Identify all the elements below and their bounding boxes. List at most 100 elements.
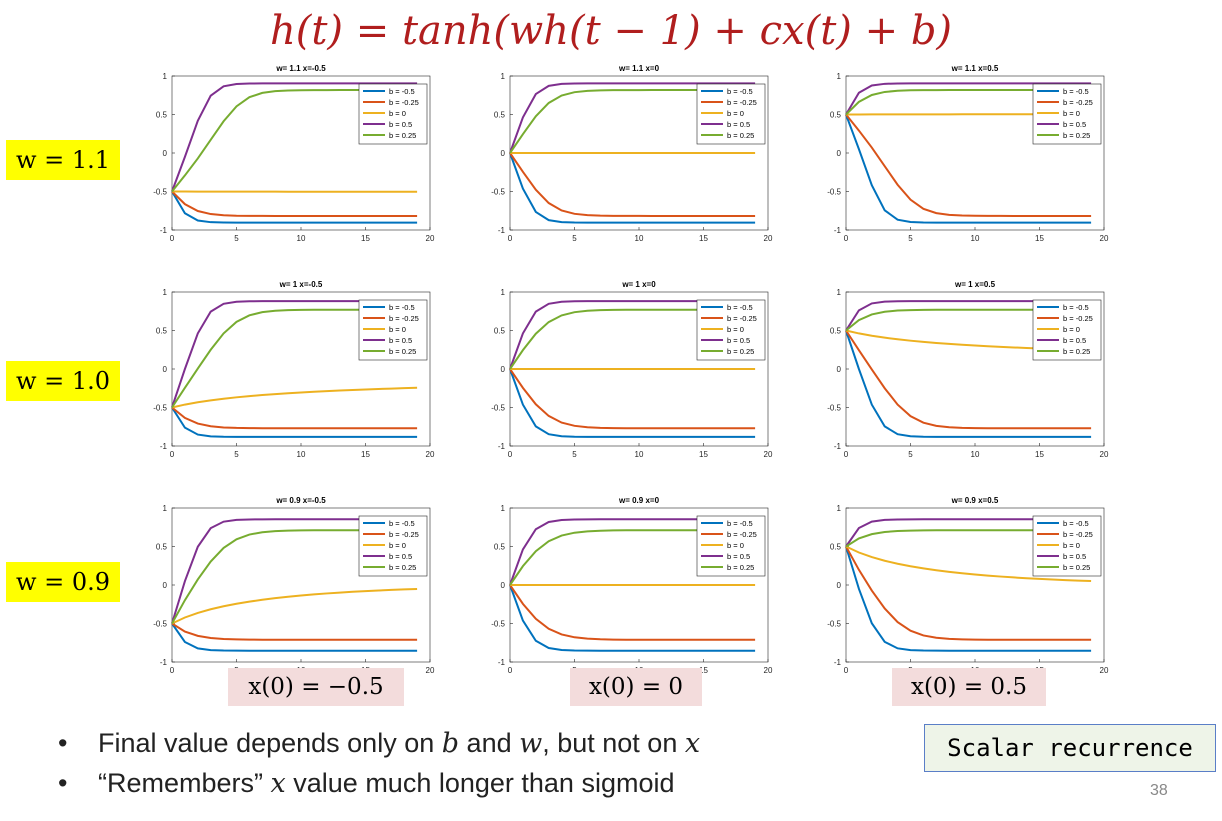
legend-label: b = -0.25 (727, 530, 757, 539)
y-tick-label: 0.5 (156, 111, 168, 120)
x-tick-label: 5 (234, 234, 239, 243)
series-line (845, 546, 1092, 641)
x-tick-label: 15 (1035, 450, 1044, 459)
x-tick-label: 10 (635, 234, 644, 243)
legend-label: b = -0.25 (1063, 98, 1093, 107)
y-tick-label: 0 (837, 365, 842, 374)
bullet-1-b: b (441, 728, 460, 759)
x-tick-label: 20 (1100, 450, 1109, 459)
series-line (171, 622, 418, 641)
x-tick-label: 15 (361, 450, 370, 459)
y-tick-label: 1 (837, 72, 842, 81)
series-line (171, 386, 418, 409)
legend-label: b = 0.25 (1063, 563, 1090, 572)
x-tick-label: 15 (699, 450, 708, 459)
legend-label: b = -0.5 (727, 519, 753, 528)
series-line (171, 82, 418, 192)
y-tick-label: -1 (834, 658, 842, 667)
legend-label: b = 0 (389, 109, 406, 118)
legend-label: b = 0.25 (727, 131, 754, 140)
x-tick-label: 15 (699, 234, 708, 243)
bullet-dot: • (58, 728, 68, 758)
col-label-x-0: x(0) = 0 (570, 668, 702, 706)
y-tick-label: -0.5 (491, 188, 505, 197)
series-line (171, 587, 418, 625)
series-line (845, 114, 1092, 224)
legend-label: b = -0.5 (389, 87, 415, 96)
legend-label: b = 0 (727, 109, 744, 118)
legend-label: b = -0.25 (1063, 530, 1093, 539)
y-tick-label: 1 (501, 72, 506, 81)
x-tick-label: 0 (508, 450, 513, 459)
subplot-title: w= 0.9 x=0 (618, 496, 660, 505)
legend-label: b = 0.25 (727, 563, 754, 572)
y-tick-label: 0 (501, 149, 506, 158)
bullet-dot: • (58, 768, 68, 798)
subplot: w= 1 x=0.510.50-0.5-10 5 10 15 20b = -0.5b =… (827, 280, 1109, 459)
legend-label: b = -0.25 (389, 530, 419, 539)
legend-label: b = 0.5 (389, 336, 412, 345)
x-tick-label: 0 (170, 450, 175, 459)
col-label-x-0.5: x(0) = 0.5 (892, 668, 1046, 706)
x-tick-label: 5 (572, 450, 577, 459)
formula-title: h(t) = tanh(wh(t − 1) + cx(t) + b) (269, 8, 953, 54)
legend-label: b = 0 (1063, 541, 1080, 550)
x-tick-label: 0 (508, 234, 513, 243)
legend-label: b = 0.25 (389, 131, 416, 140)
legend-label: b = 0.5 (389, 120, 412, 129)
series-line (171, 190, 418, 224)
series-line (509, 368, 756, 438)
legend-label: b = 0.25 (389, 347, 416, 356)
legend-label: b = -0.5 (1063, 519, 1089, 528)
x-tick-label: 20 (1100, 234, 1109, 243)
y-tick-label: -0.5 (827, 620, 841, 629)
legend-label: b = 0.5 (1063, 120, 1086, 129)
legend-label: b = 0.25 (389, 563, 416, 572)
legend-label: b = 0 (389, 541, 406, 550)
legend-label: b = 0.5 (727, 120, 750, 129)
subplot-title: w= 1.1 x=-0.5 (275, 64, 326, 73)
x-tick-label: 0 (508, 666, 513, 675)
x-tick-label: 5 (908, 234, 913, 243)
x-tick-label: 5 (234, 450, 239, 459)
x-tick-label: 10 (971, 234, 980, 243)
y-tick-label: 0 (501, 581, 506, 590)
x-tick-label: 0 (844, 234, 849, 243)
series-line (845, 330, 1092, 438)
row-label-w-0.9: w = 0.9 (6, 562, 120, 602)
x-tick-label: 20 (426, 234, 435, 243)
subplot-title: w= 1 x=0.5 (954, 280, 996, 289)
y-tick-label: -1 (834, 442, 842, 451)
bullet-2-x: x (270, 768, 286, 799)
series-line (845, 329, 1092, 430)
x-tick-label: 20 (426, 666, 435, 675)
legend-label: b = -0.25 (1063, 314, 1093, 323)
subplot: w= 1 x=010.50-0.5-10 5 10 15 20b = -0.5b = -… (491, 280, 773, 459)
subplot: w= 1.1 x=0.510.50-0.5-10 5 10 15 20b = -0.5b… (827, 64, 1109, 243)
bullet-1-text2: and (459, 728, 520, 758)
y-tick-label: 0.5 (830, 327, 842, 336)
row-label-w-1.1: w = 1.1 (6, 140, 120, 180)
x-tick-label: 0 (170, 234, 175, 243)
bullet-2-text: “Remembers” (98, 768, 271, 798)
subplot-title: w= 1 x=0 (621, 280, 656, 289)
legend-label: b = -0.5 (389, 303, 415, 312)
subplot: w= 1.1 x=-0.510.50-0.5-10 5 10 15 20b = -0.5… (153, 64, 435, 243)
legend-label: b = 0.25 (1063, 131, 1090, 140)
x-tick-label: 5 (572, 234, 577, 243)
legend-label: b = 0 (727, 325, 744, 334)
subplot-title: w= 0.9 x=0.5 (951, 496, 999, 505)
bullet-2: • “Remembers” x value much longer than si… (58, 768, 674, 799)
y-tick-label: 0.5 (830, 543, 842, 552)
y-tick-label: -1 (160, 226, 168, 235)
x-tick-label: 15 (1035, 234, 1044, 243)
legend-label: b = -0.25 (727, 98, 757, 107)
col-label-x-neg-0.5: x(0) = −0.5 (228, 668, 404, 706)
x-tick-label: 20 (764, 234, 773, 243)
bullet-2-text2: value much longer than sigmoid (285, 768, 675, 798)
series-line (509, 82, 756, 154)
series-line (845, 82, 1092, 116)
legend: b = -0.5 b = -0.25 b = 0 b = 0.5 b = 0.25 (1032, 299, 1102, 361)
